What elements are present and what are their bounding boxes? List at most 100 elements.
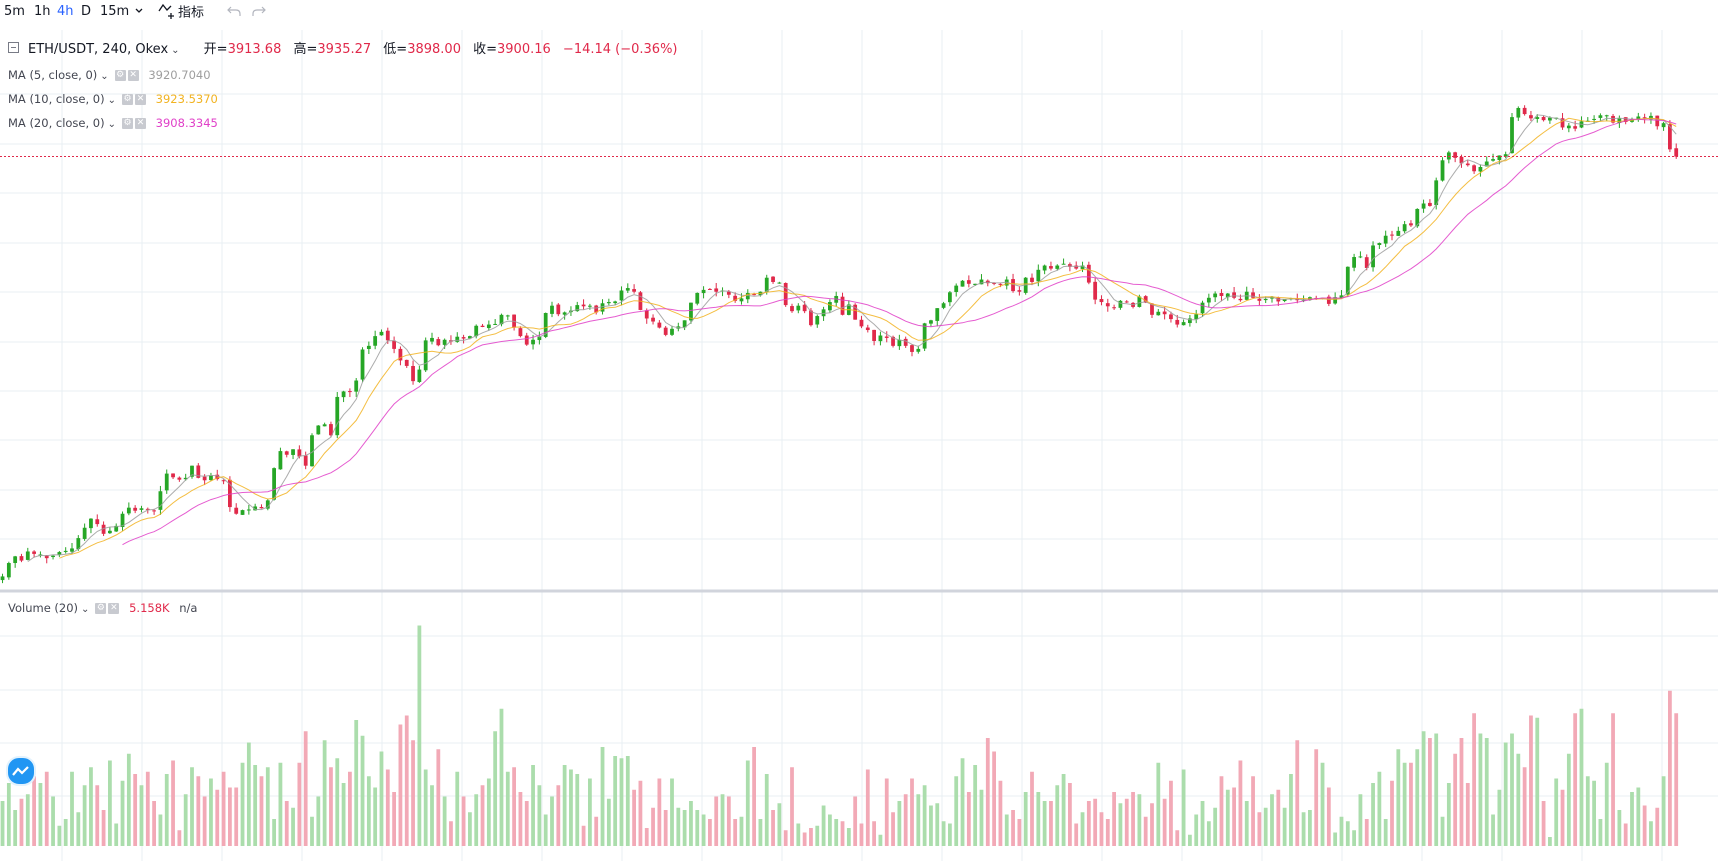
candle-body: [486, 324, 491, 329]
chevron-down-icon[interactable]: ⌄: [100, 71, 109, 82]
volume-bar: [562, 765, 567, 846]
candle-body: [1396, 230, 1401, 236]
volume-bar: [190, 767, 194, 846]
volume-bar: [745, 760, 750, 846]
volume-bar: [1143, 816, 1148, 846]
volume-bar: [1251, 776, 1255, 846]
volume-bar: [164, 774, 169, 846]
volume-bar: [853, 796, 858, 846]
chevron-down-icon[interactable]: [133, 2, 145, 20]
ma10-label[interactable]: MA (10, close, 0): [8, 92, 105, 106]
tradingview-logo-icon[interactable]: [6, 756, 36, 786]
volume-bar: [884, 778, 889, 846]
candle-body: [1326, 296, 1331, 304]
close-icon[interactable]: ✕: [127, 70, 139, 81]
volume-bar: [998, 780, 1003, 846]
ma5-line: [27, 114, 1677, 563]
volume-bar: [1409, 762, 1413, 846]
chevron-down-icon[interactable]: ⌄: [107, 95, 117, 106]
volume-bar: [1308, 810, 1312, 846]
volume-bar: [910, 778, 914, 846]
candle-body: [1409, 223, 1413, 226]
interval-15m-button[interactable]: 15m: [100, 4, 130, 19]
candle-body: [25, 551, 30, 560]
candle-body: [95, 519, 100, 525]
candle-body: [63, 550, 68, 552]
settings-icon[interactable]: ⚙: [122, 118, 134, 129]
candle-body: [348, 391, 352, 393]
candle-body: [310, 435, 314, 467]
candle-body: [1465, 163, 1470, 166]
interval-d-button[interactable]: D: [81, 4, 92, 19]
candle-body: [1364, 257, 1369, 268]
candle-body: [809, 310, 813, 326]
volume-bar: [1655, 807, 1660, 846]
volume-bar: [600, 747, 605, 846]
candle-body: [979, 279, 984, 285]
collapse-legend-icon[interactable]: [8, 42, 19, 53]
candle-body: [632, 289, 636, 292]
symbol-title[interactable]: ETH/USDT, 240, Okex: [28, 42, 169, 57]
interval-1h-button[interactable]: 1h: [34, 4, 51, 19]
volume-bar: [625, 756, 630, 846]
volume-bar: [1459, 738, 1464, 846]
candle-body: [575, 305, 580, 312]
volume-bar: [891, 812, 895, 846]
candle-body: [1200, 302, 1205, 314]
settings-icon[interactable]: ⚙: [122, 94, 134, 105]
candle-body: [1402, 224, 1407, 232]
ma20-label[interactable]: MA (20, close, 0): [8, 116, 105, 130]
volume-bar: [670, 778, 674, 846]
candle-body: [1472, 165, 1476, 172]
volume-bar: [1333, 832, 1338, 846]
candle-body: [1548, 117, 1552, 121]
volume-bar: [158, 814, 163, 846]
candle-body: [1560, 118, 1565, 128]
interval-4h-button[interactable]: 4h: [57, 4, 74, 19]
close-icon[interactable]: ✕: [135, 118, 147, 129]
chevron-down-icon[interactable]: ⌄: [171, 45, 180, 56]
close-icon[interactable]: ✕: [108, 603, 120, 614]
volume-bar: [771, 810, 775, 846]
indicators-button[interactable]: 指标: [158, 3, 204, 21]
volume-bar: [1225, 789, 1230, 846]
candle-body: [726, 291, 731, 295]
volume-bar: [531, 765, 535, 846]
volume-bar: [588, 778, 592, 846]
volume-bar: [1086, 801, 1091, 846]
interval-5m-button[interactable]: 5m: [4, 4, 25, 19]
candle-body: [1219, 292, 1224, 296]
close-icon[interactable]: ✕: [135, 94, 147, 105]
chevron-down-icon[interactable]: ⌄: [81, 604, 90, 615]
indicators-label: 指标: [178, 5, 205, 21]
volume-bar: [398, 724, 403, 846]
settings-icon[interactable]: ⚙: [114, 70, 126, 81]
candle-body: [1112, 307, 1116, 309]
candle-body: [1156, 311, 1161, 316]
volume-bar: [575, 774, 580, 846]
volume-bar: [1061, 774, 1066, 846]
ma20-line: [122, 118, 1677, 546]
candle-body: [341, 391, 346, 398]
close-value: 3900.16: [497, 42, 551, 57]
undo-icon[interactable]: [226, 2, 242, 20]
candle-body: [935, 308, 940, 321]
candle-body: [556, 304, 561, 315]
volume-bar: [1560, 789, 1565, 846]
chevron-down-icon[interactable]: ⌄: [107, 119, 117, 130]
candle-body: [32, 551, 36, 554]
volume-bar: [505, 771, 510, 846]
candle-body: [1339, 295, 1344, 299]
volume-label[interactable]: Volume (20): [8, 601, 79, 615]
volume-bar: [461, 796, 466, 846]
volume-bar: [1371, 783, 1375, 846]
redo-icon[interactable]: [251, 2, 267, 20]
candle-body: [859, 319, 864, 327]
settings-icon[interactable]: ⚙: [95, 603, 107, 614]
volume-bar: [1137, 794, 1142, 846]
volume-bar: [1175, 830, 1180, 846]
ma5-label[interactable]: MA (5, close, 0): [8, 68, 98, 82]
candle-body: [1510, 117, 1514, 154]
volume-bar: [550, 796, 554, 846]
